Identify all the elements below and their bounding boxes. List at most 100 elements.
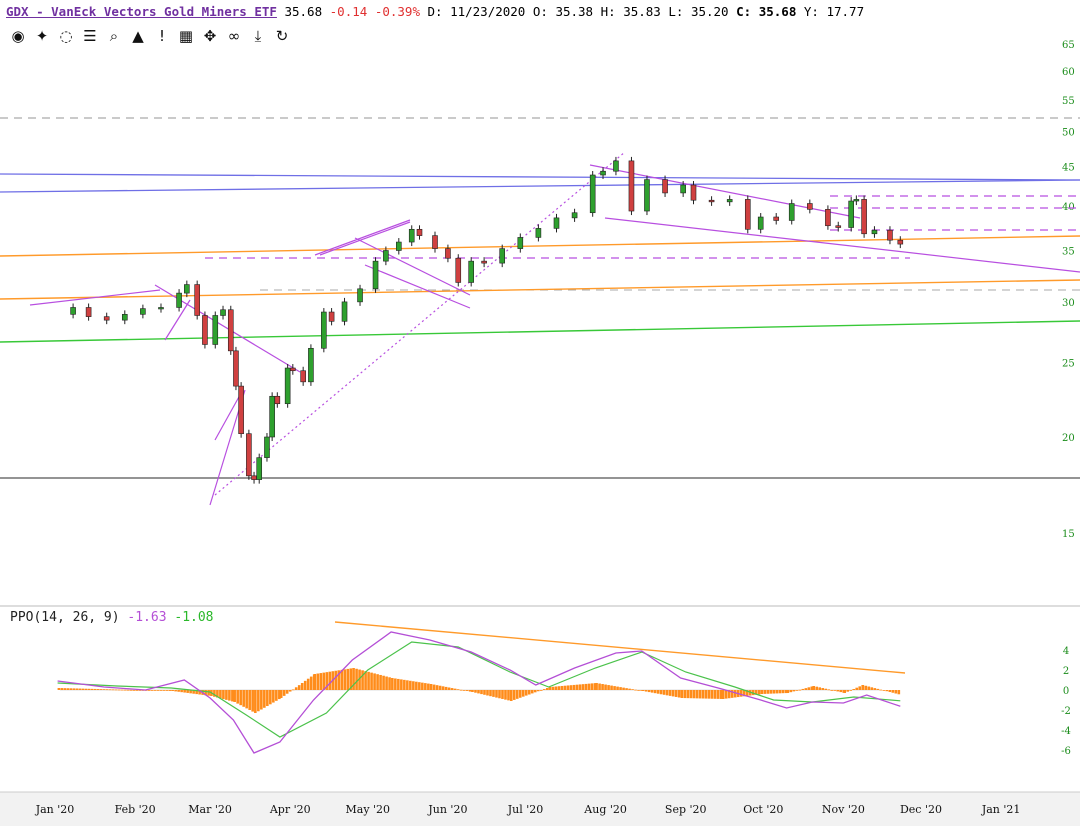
ppo-histogram-bar [367,671,370,690]
ppo-histogram-bar [566,685,570,690]
candle-body [251,475,257,480]
ppo-histogram-bar [572,684,576,690]
ppo-histogram-bar [680,690,684,698]
y-tick-label: 20 [1062,433,1075,444]
dashboard-icon[interactable]: ◉ [11,27,25,45]
ppo-histogram-bar [536,690,540,692]
candle-body [600,170,606,176]
ppo-histogram-bar [784,690,788,694]
ppo-histogram-bar [285,690,289,694]
ppo-histogram-bar [504,690,507,700]
ppo-histogram-bar [781,690,785,694]
ppo-histogram-bar [313,674,317,690]
candle-body [535,228,542,238]
ppo-histogram-bar [57,688,61,690]
candle-body [432,235,438,249]
ppo-histogram-bar [340,669,344,690]
calendar-icon[interactable]: ▦ [178,27,194,45]
ppo-histogram-bar [849,690,853,691]
ppo-y-tick-label: 4 [1063,646,1069,657]
candle-body [848,200,854,228]
ppo-histogram-bar [207,690,210,696]
ppo-histogram-bar [524,690,528,696]
ppo-histogram-bar [698,690,702,699]
last-price: 35.68 [284,4,323,19]
ppo-histogram-bar [319,673,323,690]
ppo-histogram-bar [306,678,310,690]
blue-trendline [0,173,1080,181]
chart-toolbar: ◉ ✦ ◌ ☰ ⌕ ▲! ▦ ✥ ∞ ⤓ ↻ [8,26,292,48]
ppo-histogram-bar [858,686,862,690]
download-icon[interactable]: ⤓ [254,27,262,45]
ppo-histogram-bar [492,690,495,697]
comment-icon[interactable]: ◌ [59,27,73,45]
ppo-histogram-bar [727,690,731,699]
ppo-histogram-bar [637,690,640,691]
ppo-histogram-bar [66,688,70,690]
signal-value: -1.08 [174,610,214,625]
ppo-histogram-bar [219,690,222,699]
candle-body [372,260,379,290]
ppo-histogram-bar [775,690,779,694]
candle-body [690,184,697,201]
ppo-histogram-bar [521,690,525,697]
ppo-histogram-bar [870,687,874,690]
ppo-histogram-bar [789,690,793,693]
ppo-histogram-bar [328,671,332,690]
ppo-histogram-bar [486,690,489,696]
ppo-histogram-bar [69,688,73,690]
ppo-histogram-bar [282,690,286,696]
y-tick-label: 65 [1062,40,1075,51]
ppo-histogram-bar [569,685,573,690]
purple-channel-line [314,219,411,256]
ppo-histogram-bar [533,690,537,693]
quote-close: 35.68 [758,4,797,19]
ppo-histogram-bar [394,678,397,690]
link-icon[interactable]: ∞ [227,27,241,45]
ppo-histogram-bar [415,681,418,690]
ppo-histogram-bar [867,686,871,690]
ppo-histogram-bar [855,687,859,690]
symbol-link[interactable]: GDX - VanEck Vectors Gold Miners ETF [6,4,277,19]
ppo-histogram-bar [156,690,160,691]
purple-channel-line [354,237,471,296]
ppo-histogram-bar [530,690,534,694]
ppo-histogram-bar [216,690,219,698]
ppo-histogram-bar [601,684,604,690]
ppo-histogram-bar [379,674,382,690]
warning-icon[interactable]: ▲ [132,27,144,45]
search-icon[interactable]: ⌕ [109,27,119,45]
candle-body [662,179,668,194]
ppo-histogram-bar [435,685,439,690]
ppo-histogram-bar [778,690,782,694]
twitter-icon[interactable]: ✦ [35,27,49,45]
x-tick-label: Sep '20 [665,803,707,816]
x-tick-label: Jan '20 [35,803,75,816]
move-icon[interactable]: ✥ [203,27,217,45]
candle-body [238,385,244,434]
ppo-histogram-bar [165,690,169,691]
ppo-histogram-bar [653,690,657,694]
refresh-icon[interactable]: ↻ [275,27,289,45]
candle-body [233,350,239,387]
ppo-histogram-bar [63,688,67,690]
ppo-histogram-bar [810,686,814,690]
green-trendline [0,320,1080,343]
candle-body [744,199,751,230]
ppo-histogram-bar [498,690,501,699]
ppo-histogram-bar [628,688,631,690]
candle-body [468,260,474,283]
x-tick-label: Oct '20 [743,803,783,816]
purple-channel-line [364,264,471,309]
ppo-histogram-bar [515,690,519,699]
ppo-histogram-bar [852,689,856,690]
list-icon[interactable]: ☰ [83,27,97,45]
ppo-histogram-bar [507,690,510,701]
alert-icon[interactable]: ! [158,27,165,45]
ppo-histogram-bar [843,690,847,693]
ppo-histogram-bar [894,690,898,694]
ppo-histogram-bar [444,686,448,690]
ppo-histogram-bar [501,690,504,699]
ppo-histogram-bar [75,688,79,690]
